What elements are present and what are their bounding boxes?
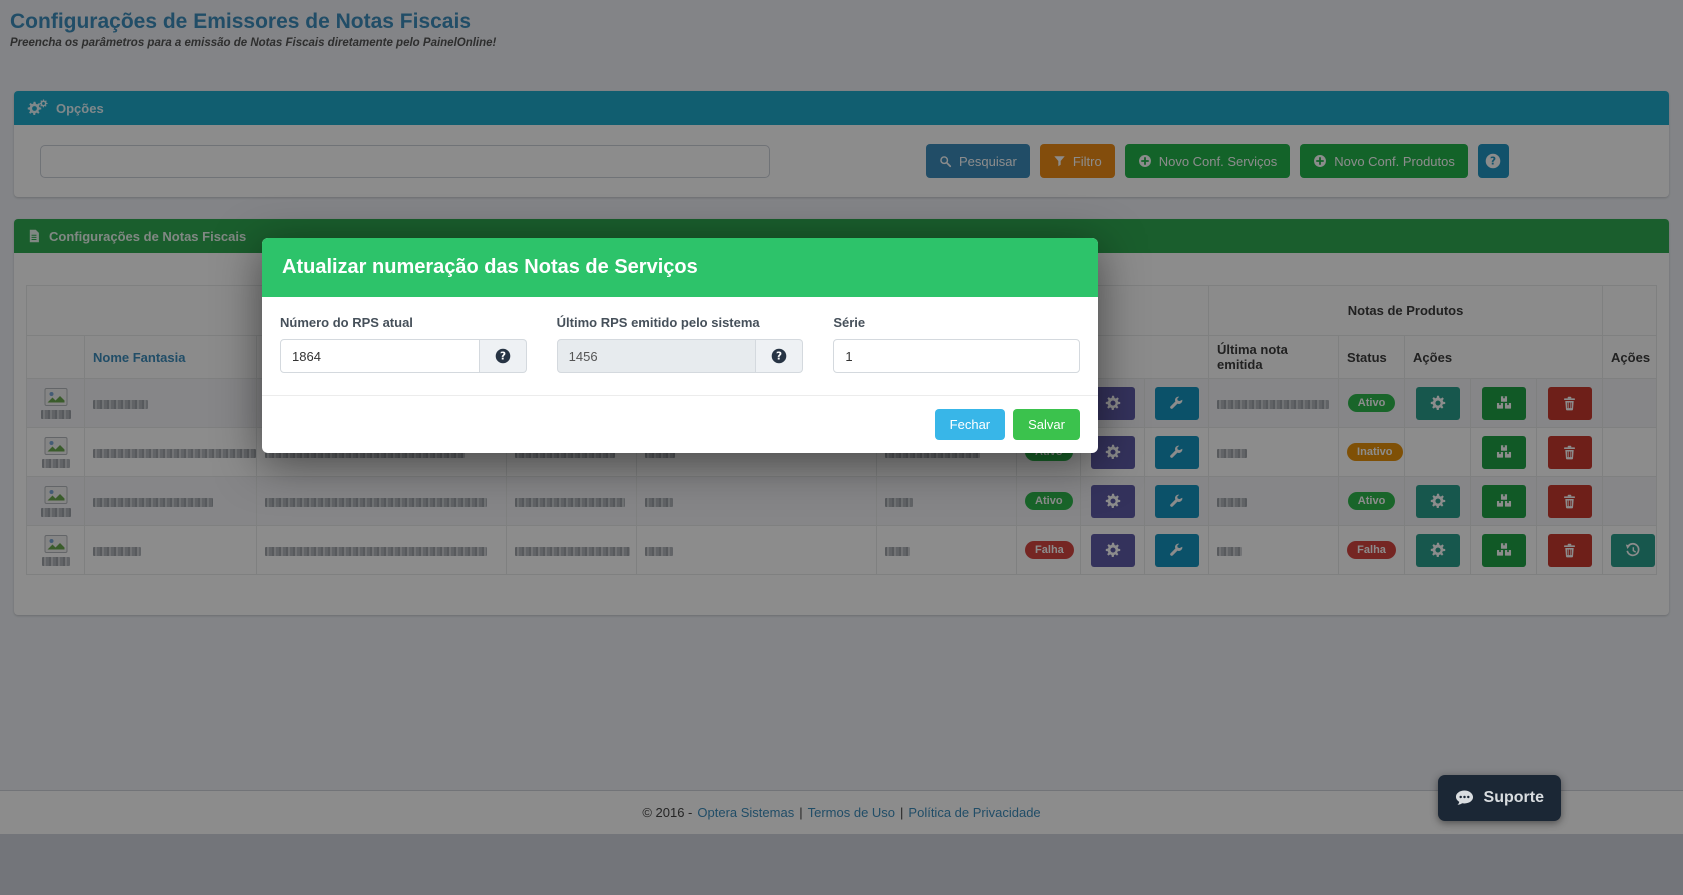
group-header-actions: [1602, 285, 1657, 336]
produtos-status-badge: Ativo: [1347, 492, 1396, 510]
col-nome-fantasia[interactable]: Nome Fantasia: [84, 335, 257, 379]
redacted-cnpj: [515, 448, 615, 458]
redacted-ultima-nota: [885, 497, 914, 507]
col-extra-acoes: Ações: [1602, 335, 1657, 379]
redacted-nome-fantasia: [93, 546, 141, 556]
delete-button[interactable]: [1547, 386, 1592, 420]
support-label: Suporte: [1483, 789, 1544, 806]
redacted-ultima-nota-produtos: [1217, 448, 1248, 458]
redacted-razao-social: [265, 448, 465, 458]
copyright-text: © 2016 -: [642, 805, 693, 820]
redacted-cnpj: [515, 546, 630, 556]
produtos-config-button[interactable]: [1415, 533, 1460, 567]
produtos-config-button[interactable]: [1415, 386, 1460, 420]
help-button[interactable]: [1477, 144, 1509, 178]
ultimo-rps-label: Último RPS emitido pelo sistema: [556, 315, 760, 330]
new-products-config-button[interactable]: Novo Conf. Produtos: [1300, 144, 1468, 178]
rps-atual-help-addon[interactable]: [479, 339, 527, 373]
invoices-config-panel-title: Configurações de Notas Fiscais: [49, 228, 247, 244]
col-produtos-ultima-nota: Última nota emitida: [1208, 335, 1340, 379]
privacy-link[interactable]: Política de Privacidade: [908, 805, 1041, 820]
terms-link[interactable]: Termos de Uso: [807, 805, 896, 820]
col-thumbnail: [26, 335, 85, 379]
delete-button[interactable]: [1547, 435, 1592, 469]
modal-title: Atualizar numeração das Notas de Serviço…: [262, 238, 1098, 297]
produtos-config-button[interactable]: [1415, 484, 1460, 518]
modal-close-button[interactable]: Fechar: [934, 409, 1006, 440]
chat-bubble-icon: [1455, 789, 1474, 808]
servicos-config-button[interactable]: [1090, 533, 1135, 567]
servicos-tools-button[interactable]: [1154, 386, 1199, 420]
servicos-status-badge: Ativo: [1025, 492, 1073, 510]
footer: © 2016 - Optera Sistemas | Termos de Uso…: [0, 790, 1683, 834]
options-panel-title: Opções: [56, 100, 104, 116]
table-row: Ativo Ativo: [26, 476, 1657, 526]
table-row: Falha Falha: [26, 525, 1657, 575]
serie-label: Série: [833, 315, 866, 330]
separator: |: [799, 805, 803, 820]
search-button[interactable]: Pesquisar: [926, 144, 1030, 178]
servicos-config-button[interactable]: [1090, 484, 1135, 518]
servicos-tools-button[interactable]: [1154, 484, 1199, 518]
emitter-thumbnail: [35, 436, 76, 468]
redacted-razao-social: [265, 497, 487, 507]
redacted-ultima-nota-produtos: [1217, 399, 1330, 409]
redacted-nome-fantasia: [93, 399, 148, 409]
redacted-ultima-nota-produtos: [1217, 497, 1248, 507]
produtos-items-button[interactable]: [1481, 386, 1526, 420]
redacted-ultima-nota-produtos: [1217, 546, 1243, 556]
servicos-tools-button[interactable]: [1154, 435, 1199, 469]
new-services-config-button[interactable]: Novo Conf. Serviços: [1124, 144, 1291, 178]
options-panel: Opções Pesquisar Filtro Novo Conf. Servi…: [14, 91, 1669, 197]
servicos-tools-button[interactable]: [1154, 533, 1199, 567]
redacted-cell: [645, 448, 675, 458]
company-link[interactable]: Optera Sistemas: [697, 805, 795, 820]
search-input[interactable]: [40, 144, 770, 178]
produtos-status-badge: Ativo: [1347, 394, 1396, 412]
produtos-items-button[interactable]: [1481, 484, 1526, 518]
rps-atual-input[interactable]: [280, 339, 480, 373]
emitter-thumbnail: [35, 485, 76, 517]
page-subtitle: Preencha os parâmetros para a emissão de…: [10, 37, 497, 49]
redacted-razao-social: [265, 546, 487, 556]
emitter-thumbnail: [35, 534, 76, 566]
history-button[interactable]: [1611, 533, 1656, 567]
separator: |: [900, 805, 904, 820]
col-produtos-status: Status: [1338, 335, 1406, 379]
servicos-status-badge: Falha: [1025, 541, 1074, 559]
ultimo-rps-input: [556, 339, 757, 373]
emitter-thumbnail: [35, 387, 76, 419]
rps-atual-label: Número do RPS atual: [280, 315, 413, 330]
question-circle-icon: [495, 348, 511, 364]
filter-button[interactable]: Filtro: [1039, 144, 1115, 178]
serie-input[interactable]: [833, 339, 1081, 373]
redacted-cell: [645, 497, 673, 507]
question-circle-icon: [771, 348, 787, 364]
group-header-produtos: Notas de Produtos: [1208, 285, 1604, 336]
redacted-ultima-nota: [885, 546, 911, 556]
update-rps-modal: Atualizar numeração das Notas de Serviço…: [262, 238, 1098, 453]
redacted-ultima-nota: [885, 448, 981, 458]
produtos-status-badge: Inativo: [1347, 443, 1403, 461]
delete-button[interactable]: [1547, 533, 1592, 567]
redacted-nome-fantasia: [93, 497, 213, 507]
produtos-items-button[interactable]: [1481, 533, 1526, 567]
produtos-items-button[interactable]: [1481, 435, 1526, 469]
delete-button[interactable]: [1547, 484, 1592, 518]
support-button[interactable]: Suporte: [1437, 775, 1561, 821]
content-header: Configurações de Emissores de Notas Fisc…: [0, 0, 1683, 49]
produtos-status-badge: Falha: [1347, 541, 1396, 559]
options-panel-header: Opções: [14, 91, 1669, 125]
page-title: Configurações de Emissores de Notas Fisc…: [10, 10, 471, 33]
ultimo-rps-help-addon[interactable]: [756, 339, 804, 373]
page-background: Configurações de Emissores de Notas Fisc…: [0, 0, 1683, 790]
modal-save-button[interactable]: Salvar: [1013, 409, 1080, 440]
redacted-cell: [645, 546, 673, 556]
redacted-nome-fantasia: [93, 448, 256, 458]
col-produtos-acoes: Ações: [1404, 335, 1604, 379]
redacted-cnpj: [515, 497, 625, 507]
